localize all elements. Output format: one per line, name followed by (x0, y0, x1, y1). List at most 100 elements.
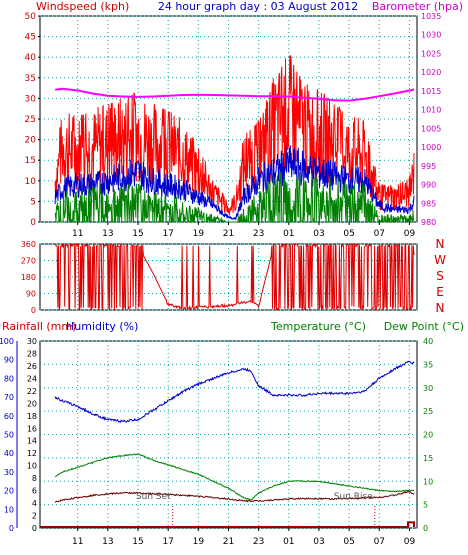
time-tick-label-bottom: 21 (223, 537, 234, 547)
humidity-tick-label: 90 (4, 356, 14, 365)
humidity-axis-title: Humidity (%) (66, 320, 138, 333)
rain-tick-label: 22 (27, 387, 37, 396)
time-tick-label-bottom: 19 (193, 537, 205, 547)
time-tick-label: 01 (283, 229, 294, 239)
humidity-tick-label: 70 (4, 393, 14, 402)
wind-tick-label: 35 (25, 74, 36, 84)
time-tick-label-bottom: 17 (162, 537, 173, 547)
rain-tick-label: 14 (27, 437, 37, 446)
wind-tick-label: 20 (25, 136, 37, 146)
series-rainfall-end (394, 521, 415, 528)
wind-tick-label: 40 (25, 53, 37, 63)
time-tick-label: 21 (223, 229, 234, 239)
rain-tick-label: 28 (27, 349, 37, 358)
time-tick-label: 03 (313, 229, 324, 239)
rain-tick-label: 16 (27, 424, 37, 433)
humidity-tick-label: 50 (4, 431, 14, 440)
baro-tick-label: 985 (421, 199, 436, 208)
direction-tick-label: 270 (21, 257, 36, 266)
wind-tick-label: 10 (25, 177, 37, 187)
series-dewpoint (54, 490, 415, 503)
axes-layer: 0510152025303540455098098599099510001005… (0, 12, 446, 547)
time-tick-label: 23 (253, 229, 264, 239)
time-tick-label-bottom: 13 (102, 537, 113, 547)
rain-tick-label: 12 (27, 449, 37, 458)
wind-tick-label: 50 (25, 12, 37, 22)
rain-tick-label: 6 (32, 487, 37, 496)
rain-tick-label: 4 (32, 499, 37, 508)
humidity-tick-label: 100 (0, 337, 14, 346)
compass-label: W (434, 253, 446, 267)
direction-tick-label: 0 (31, 306, 36, 315)
rain-tick-label: 20 (27, 399, 37, 408)
time-tick-label: 19 (193, 229, 205, 239)
time-tick-label-bottom: 07 (374, 537, 385, 547)
temperature-tick-label: 10 (423, 477, 433, 486)
temperature-tick-label: 20 (423, 431, 433, 440)
dewpoint-axis-title: Dew Point (°C) (384, 320, 464, 333)
humidity-tick-label: 10 (4, 505, 14, 514)
series-layer (40, 55, 415, 528)
humidity-tick-label: 60 (4, 412, 14, 421)
series-temperature (54, 453, 415, 501)
series-wind_min (54, 171, 415, 224)
barometer-axis-title: Barometer (hpa) (372, 0, 463, 13)
temperature-tick-label: 30 (423, 384, 433, 393)
rain-tick-label: 0 (32, 524, 37, 533)
baro-tick-label: 980 (421, 218, 436, 227)
sunset-label: Sun Set (136, 492, 171, 502)
time-tick-label: 17 (162, 229, 173, 239)
baro-tick-label: 1010 (421, 106, 441, 115)
temperature-tick-label: 35 (423, 360, 433, 369)
rain-tick-label: 18 (27, 412, 37, 421)
series-humidity (54, 360, 415, 423)
humidity-tick-label: 20 (4, 487, 14, 496)
time-tick-label: 15 (132, 229, 143, 239)
compass-label: E (436, 285, 444, 299)
time-tick-label: 07 (374, 229, 385, 239)
series-gust (54, 55, 415, 216)
compass-label: N (436, 301, 445, 315)
wind-tick-label: 0 (30, 218, 36, 228)
humidity-tick-label: 30 (4, 468, 14, 477)
chart-title: 24 hour graph day : 03 August 2012 (158, 0, 358, 13)
rain-tick-label: 30 (27, 337, 37, 346)
baro-tick-label: 1015 (421, 87, 441, 96)
humidity-tick-label: 80 (4, 374, 14, 383)
rain-tick-label: 2 (32, 512, 37, 521)
compass-label: N (436, 237, 445, 251)
rain-tick-label: 8 (32, 474, 37, 483)
rain-tick-label: 24 (27, 374, 37, 383)
baro-tick-label: 1030 (421, 31, 441, 40)
rain-tick-label: 26 (27, 362, 37, 371)
baro-tick-label: 995 (421, 162, 436, 171)
baro-tick-label: 1005 (421, 124, 441, 133)
wind-tick-label: 5 (30, 197, 36, 207)
temperature-tick-label: 0 (423, 524, 428, 533)
rain-tick-label: 10 (27, 462, 37, 471)
sunrise-label: Sun Rise (334, 492, 373, 502)
time-tick-label-bottom: 23 (253, 537, 264, 547)
windspeed-axis-title: Windspeed (kph) (36, 0, 129, 13)
temperature-axis-title: Temperature (°C) (270, 320, 366, 333)
rainfall-axis-title: Rainfall (mm) (2, 320, 76, 333)
baro-tick-label: 1025 (421, 49, 441, 58)
baro-tick-label: 1035 (421, 12, 441, 21)
baro-tick-label: 1000 (421, 143, 441, 152)
time-tick-label: 09 (404, 229, 416, 239)
time-tick-label-bottom: 03 (313, 537, 324, 547)
wind-tick-label: 15 (25, 156, 36, 166)
series-direction (54, 242, 415, 312)
time-tick-label: 13 (102, 229, 113, 239)
series-barometer (54, 87, 415, 102)
wind-tick-label: 25 (25, 115, 36, 125)
compass-label: S (436, 269, 444, 283)
temperature-tick-label: 25 (423, 407, 433, 416)
time-tick-label-bottom: 11 (72, 537, 83, 547)
time-tick-label-bottom: 05 (343, 537, 354, 547)
humidity-tick-label: 40 (4, 449, 14, 458)
time-tick-label-bottom: 15 (132, 537, 143, 547)
direction-tick-label: 360 (21, 240, 36, 249)
temperature-tick-label: 40 (423, 337, 433, 346)
